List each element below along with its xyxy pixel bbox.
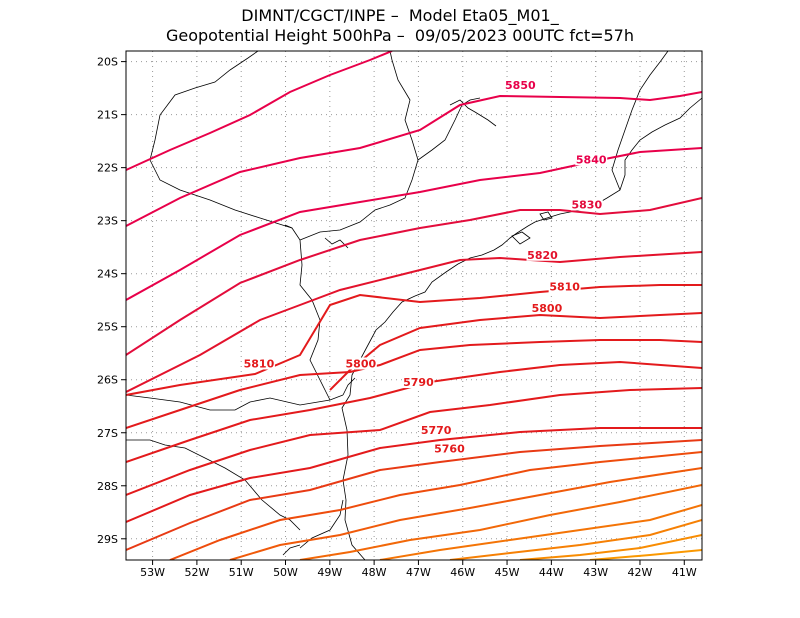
contour-label: 5810 <box>549 281 580 294</box>
contour-label-bg <box>344 357 377 370</box>
x-tick-label: 45W <box>495 566 520 579</box>
border <box>342 377 356 396</box>
x-tick-label: 48W <box>362 566 387 579</box>
border <box>126 394 344 411</box>
y-tick-label: 20S <box>97 56 118 69</box>
graticule <box>126 51 702 560</box>
x-tick-label: 47W <box>406 566 431 579</box>
x-tick-label: 50W <box>273 566 298 579</box>
contour-label: 5770 <box>421 424 452 437</box>
contour-line <box>126 339 702 429</box>
contour-line <box>126 51 393 171</box>
contour-label-bg <box>242 357 275 370</box>
border <box>417 97 481 161</box>
contour-label-bg <box>530 301 563 314</box>
y-tick-label: 28S <box>97 480 118 493</box>
y-tick-label: 29S <box>97 533 118 546</box>
contour-line <box>126 427 702 523</box>
x-tick-label: 49W <box>317 566 342 579</box>
lagoon <box>282 544 301 556</box>
border <box>126 439 301 531</box>
contour-label-bg <box>526 248 559 261</box>
contour-label: 5820 <box>527 249 558 262</box>
contour-line <box>449 519 702 560</box>
contour-line <box>126 284 702 396</box>
contour-line <box>589 549 702 560</box>
contour-line <box>126 439 702 551</box>
chart-title-line1: DIMNT/CGCT/INPE – Model Eta05_M01_ <box>241 6 559 25</box>
y-tick-label: 21S <box>97 109 118 122</box>
y-tick-label: 22S <box>97 162 118 175</box>
x-tick-label: 44W <box>539 566 564 579</box>
contour-line <box>229 467 702 560</box>
contour-line <box>126 197 702 356</box>
contour-line <box>126 251 702 393</box>
contour-label-bg <box>504 79 537 92</box>
border <box>299 51 419 241</box>
height-contours <box>126 51 702 560</box>
contour-line <box>379 504 702 560</box>
x-tick-label: 43W <box>583 566 608 579</box>
contour-line <box>126 360 702 463</box>
y-tick-label: 27S <box>97 427 118 440</box>
contour-label: 5840 <box>576 153 607 166</box>
contour-label-bg <box>570 198 603 211</box>
chart-title-line2: Geopotential Height 500hPa – 09/05/2023 … <box>165 26 634 45</box>
plot-frame <box>125 50 703 561</box>
border <box>611 51 669 191</box>
x-tick-label: 42W <box>628 566 653 579</box>
island <box>511 231 531 245</box>
contour-labels: 5850 5840 5830 5820 5810 5800 5810 5800 5790 5770… <box>242 79 608 455</box>
contour-label: 5810 <box>244 357 275 370</box>
coastlines-and-borders <box>126 51 702 560</box>
x-tick-label: 53W <box>140 566 165 579</box>
contour-label: 5760 <box>434 442 465 455</box>
y-tick-label: 26S <box>97 374 118 387</box>
coastline <box>341 97 702 560</box>
contour-line <box>299 484 702 560</box>
contour-line <box>126 147 702 301</box>
x-tick-label: 52W <box>184 566 209 579</box>
axis-ticks: 20S 21S 22S 23S 24S 25S 26S 27S 28S 29S 53W 52W 51W 5… <box>97 56 697 579</box>
contour-label: 5800 <box>532 302 563 315</box>
contour-label-bg <box>575 153 608 166</box>
y-tick-label: 23S <box>97 215 118 228</box>
contour-line <box>126 387 702 496</box>
contour-label-bg <box>420 423 453 436</box>
x-tick-label: 46W <box>450 566 475 579</box>
contour-line <box>126 91 702 227</box>
y-tick-label: 24S <box>97 268 118 281</box>
contour-label: 5830 <box>571 198 602 211</box>
x-tick-label: 41W <box>672 566 697 579</box>
contour-line <box>519 534 702 560</box>
contour-label-bg <box>548 280 581 293</box>
contour-label-bg <box>433 442 466 455</box>
contour-label-bg <box>402 376 435 389</box>
contour-line <box>329 312 702 391</box>
border <box>149 51 293 229</box>
x-tick-label: 51W <box>229 566 254 579</box>
contour-label: 5790 <box>403 376 434 389</box>
island <box>539 211 553 221</box>
river <box>324 237 349 249</box>
contour-label: 5850 <box>505 79 536 92</box>
contour-label: 5800 <box>346 357 377 370</box>
contour-line <box>169 451 702 560</box>
river <box>449 99 497 127</box>
y-tick-label: 25S <box>97 321 118 334</box>
